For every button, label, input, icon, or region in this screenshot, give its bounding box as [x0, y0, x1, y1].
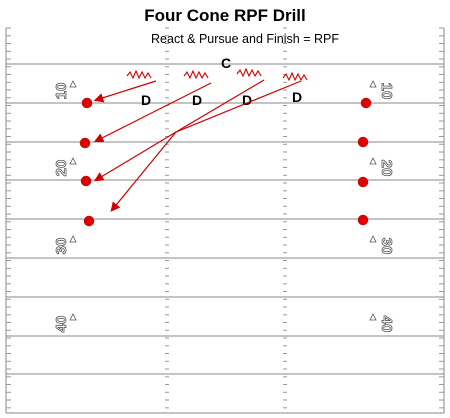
coach-label: C [221, 55, 231, 71]
yard-lines [6, 63, 444, 414]
yard-numbers-left: 10 20 30 40 [53, 82, 71, 333]
yard-number-40-right: 40 [378, 316, 395, 333]
yard-number-30-right: 30 [378, 238, 395, 255]
defender-1: D [141, 92, 151, 108]
backpedal-squiggles [126, 67, 308, 82]
cone-left-1 [81, 97, 93, 109]
yard-number-10-right: 10 [378, 83, 395, 100]
yard-number-40-left: 40 [53, 316, 70, 333]
cone-right-4 [357, 214, 369, 226]
drill-subtitle: React & Pursue and Finish = RPF [151, 32, 339, 46]
defender-3: D [242, 92, 252, 108]
hash-marks [6, 27, 444, 409]
cone-right-2 [357, 136, 369, 148]
cone-right-1 [360, 97, 372, 109]
route-2 [93, 82, 212, 143]
yard-numbers-right: 10 20 30 40 [378, 82, 396, 333]
yard-number-20-right: 20 [378, 160, 395, 177]
yard-number-20-left: 20 [53, 160, 70, 177]
yard-number-30-left: 30 [53, 238, 70, 255]
route-4 [110, 80, 302, 212]
cone-left-4 [83, 215, 95, 227]
cone-left-3 [80, 175, 92, 187]
drill-title: Four Cone RPF Drill [144, 6, 306, 25]
defenders: D D D D [141, 89, 302, 108]
cones [79, 97, 372, 227]
defender-4: D [292, 89, 302, 105]
cone-right-3 [357, 176, 369, 188]
route-1 [93, 80, 157, 103]
direction-triangles [69, 80, 377, 321]
yard-number-10-left: 10 [53, 83, 70, 100]
cone-left-2 [79, 137, 91, 149]
defender-2: D [192, 92, 202, 108]
pursuit-routes [93, 79, 302, 212]
